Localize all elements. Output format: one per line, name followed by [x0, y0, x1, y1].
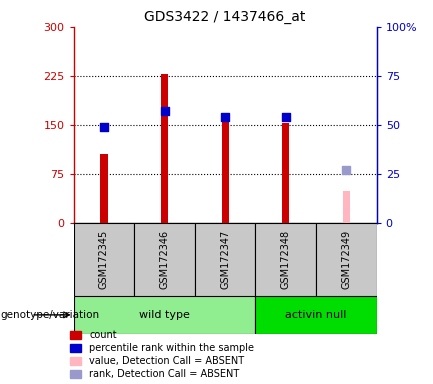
Legend: count, percentile rank within the sample, value, Detection Call = ABSENT, rank, : count, percentile rank within the sample…	[70, 330, 254, 379]
Bar	[222, 118, 229, 223]
Title: GDS3422 / 1437466_at: GDS3422 / 1437466_at	[145, 10, 306, 25]
Point	[222, 114, 229, 120]
Text: activin null: activin null	[285, 310, 347, 320]
Bar	[134, 223, 195, 296]
Bar	[255, 296, 377, 334]
Bar	[343, 191, 350, 223]
Text: GSM172346: GSM172346	[159, 230, 170, 289]
Bar	[195, 223, 255, 296]
Bar	[74, 296, 255, 334]
Text: wild type: wild type	[139, 310, 190, 320]
Text: GSM172349: GSM172349	[341, 230, 352, 289]
Point	[343, 167, 350, 173]
Bar	[282, 124, 289, 223]
Bar	[100, 154, 107, 223]
Bar	[74, 223, 134, 296]
Text: genotype/variation: genotype/variation	[0, 310, 99, 320]
Point	[282, 114, 289, 120]
Point	[161, 108, 168, 114]
Text: GSM172347: GSM172347	[220, 230, 230, 289]
Point	[100, 124, 107, 130]
Text: GSM172345: GSM172345	[99, 230, 109, 289]
Bar	[316, 223, 377, 296]
Bar	[255, 223, 316, 296]
Bar	[161, 74, 168, 223]
Text: GSM172348: GSM172348	[281, 230, 291, 289]
